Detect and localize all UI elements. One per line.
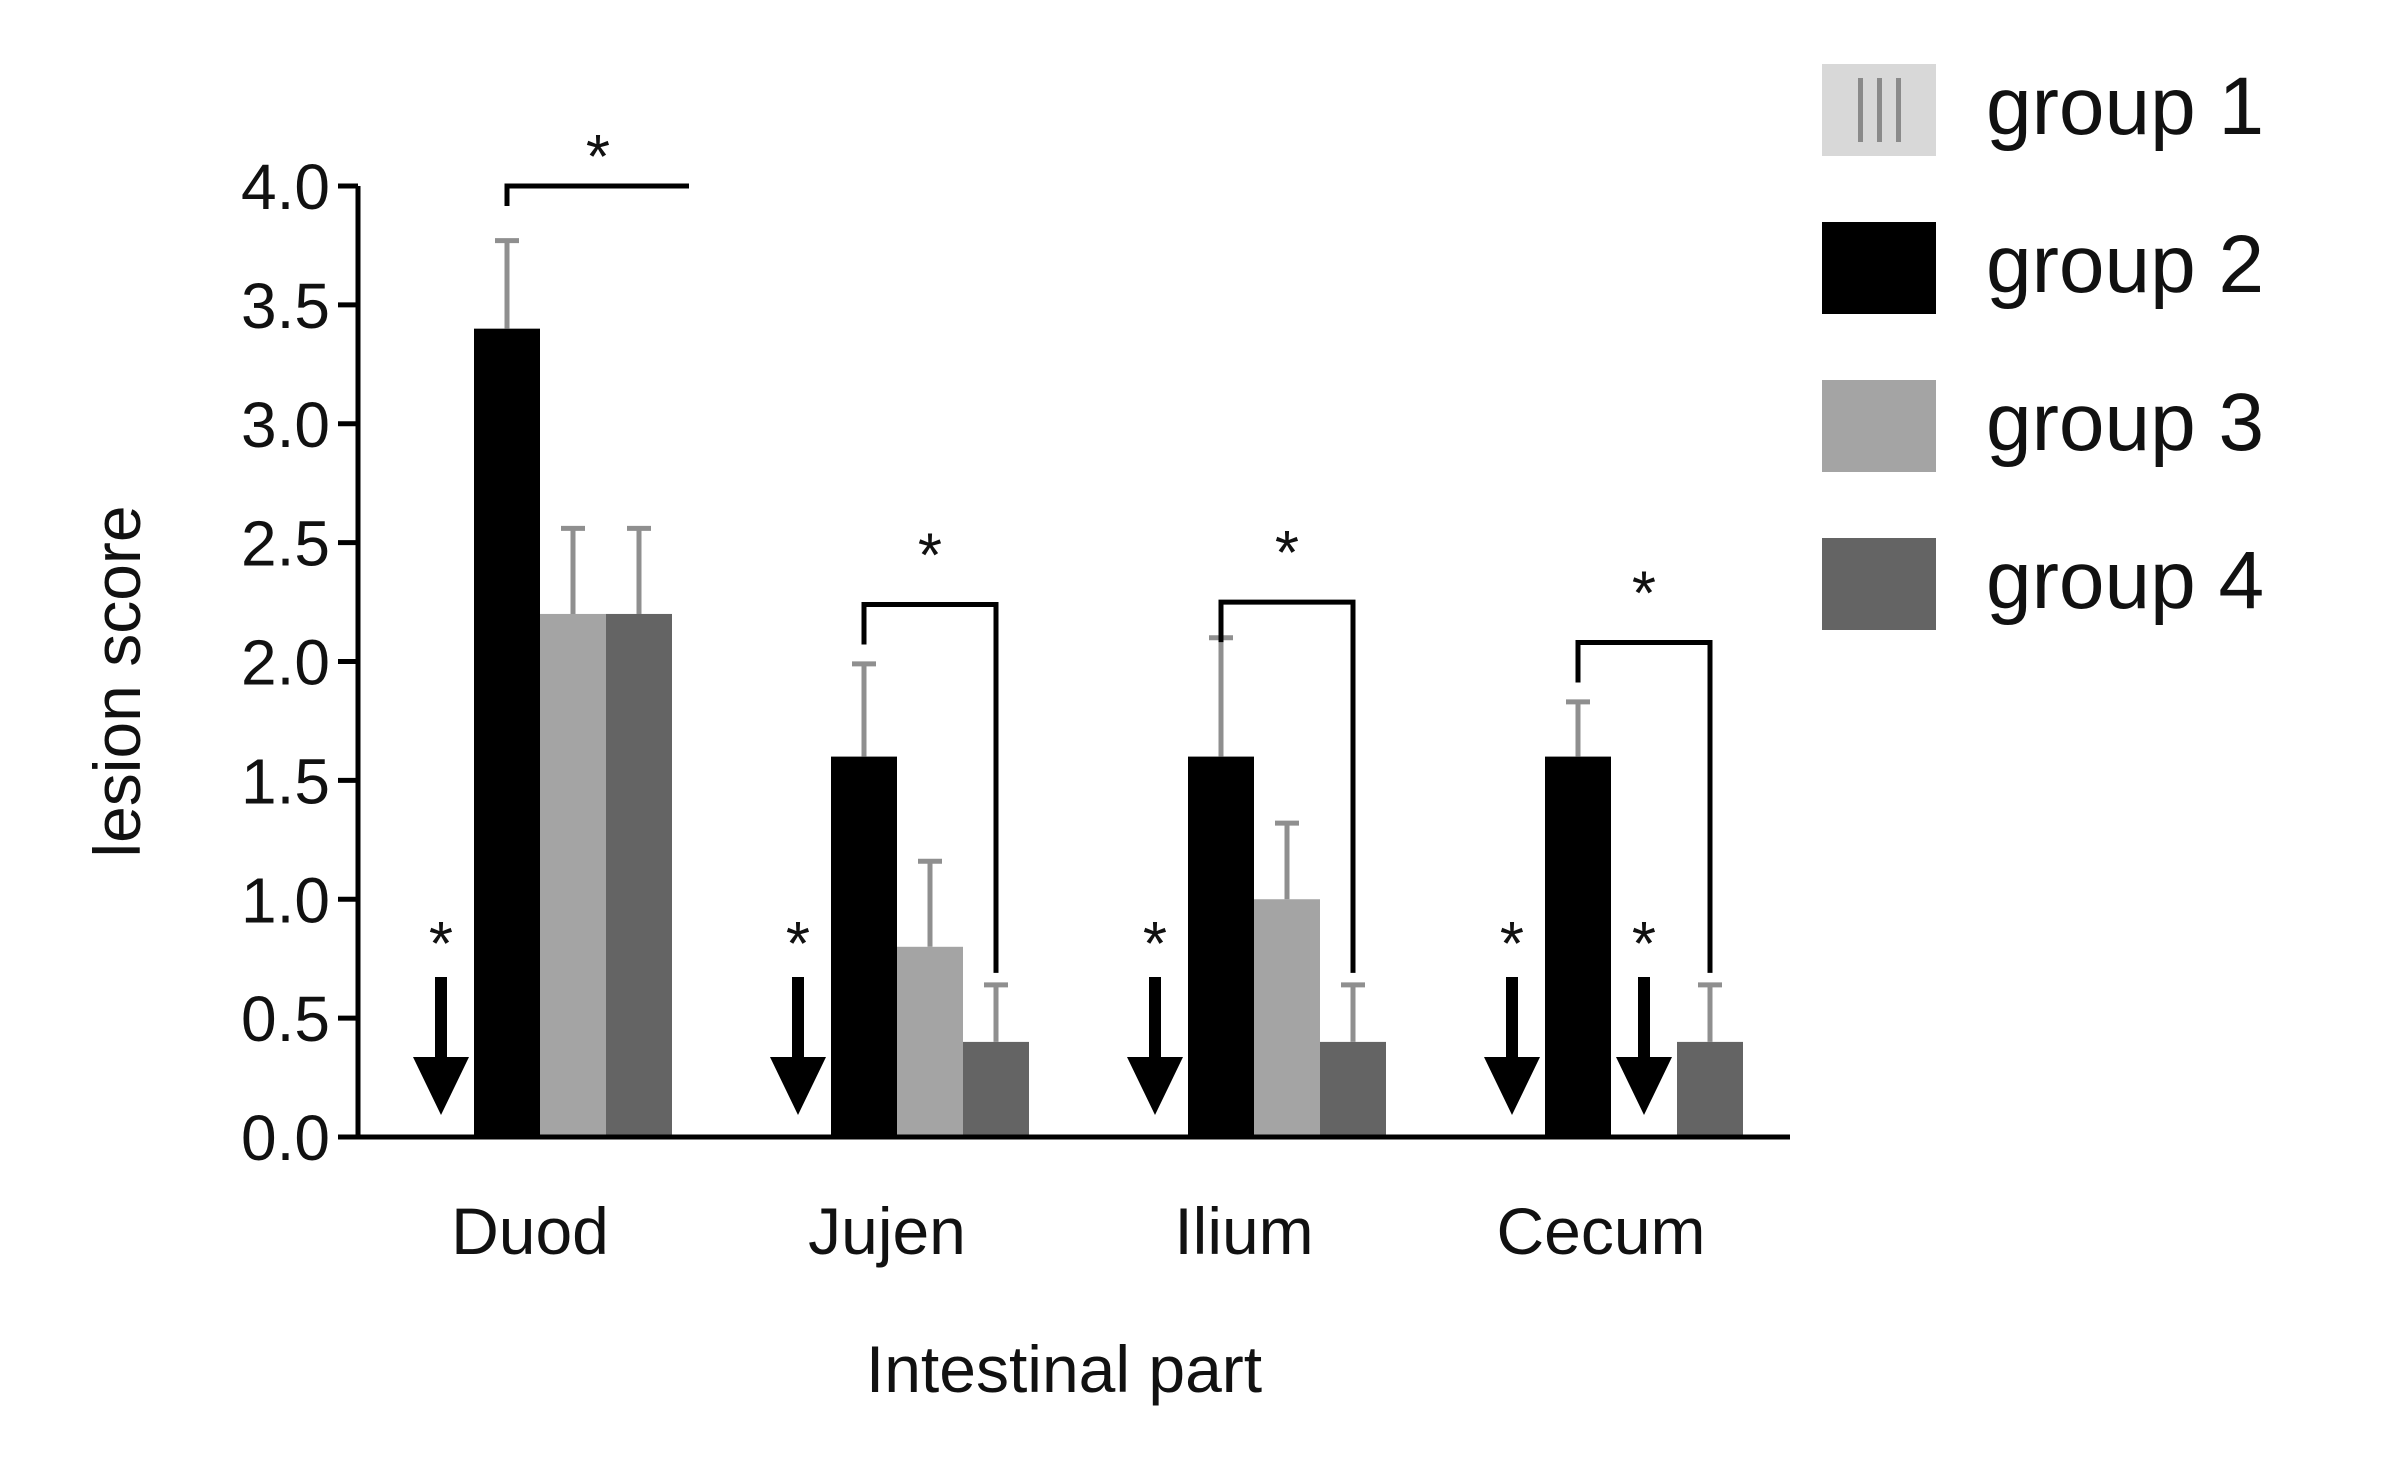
y-tick-label: 3.5	[241, 270, 330, 342]
legend-swatch-stripe	[1858, 78, 1863, 142]
bar	[1545, 756, 1611, 1137]
x-tick-label: Ilium	[1174, 1194, 1313, 1268]
down-arrow-head	[1127, 1057, 1183, 1115]
legend: group 1 group 2 group 3 group 4	[1822, 61, 2264, 630]
down-arrow-shaft	[1638, 977, 1650, 1061]
down-arrow-shaft	[435, 977, 447, 1061]
bar	[1677, 1041, 1743, 1137]
bar	[540, 613, 606, 1137]
y-tick-label: 1.0	[241, 864, 330, 936]
legend-swatch-stripe	[1896, 78, 1901, 142]
significance-bracket	[504, 183, 689, 206]
down-arrow-head	[1616, 1057, 1672, 1115]
y-tick-label: 0.5	[241, 983, 330, 1055]
error-bars-layer	[495, 238, 1722, 1042]
legend-label: group 1	[1986, 61, 2264, 152]
legend-label: group 3	[1986, 377, 2264, 468]
significance-bracket	[1218, 599, 1356, 973]
y-tick-label: 3.0	[241, 389, 330, 461]
x-tick-label: Jujen	[808, 1194, 966, 1268]
annotations-layer: * * * * * * * * *	[413, 123, 1713, 1115]
y-tick-label: 2.5	[241, 508, 330, 580]
arrow-star: *	[429, 910, 453, 979]
legend-swatch	[1822, 380, 1936, 472]
bar	[963, 1041, 1029, 1137]
bar	[606, 613, 672, 1137]
legend-label: group 2	[1986, 219, 2264, 310]
y-tick-label: 0.0	[241, 1102, 330, 1174]
significance-bracket	[861, 601, 999, 973]
bar	[1188, 756, 1254, 1137]
significance-star: *	[1632, 559, 1656, 628]
x-tick-label: Duod	[451, 1194, 609, 1268]
legend-swatch	[1822, 538, 1936, 630]
significance-star: *	[1275, 519, 1299, 588]
down-arrow-head	[770, 1057, 826, 1115]
arrow-star: *	[1632, 910, 1656, 979]
down-arrow-shaft	[1149, 977, 1161, 1061]
legend-swatch-stripe	[1877, 78, 1882, 142]
down-arrow-head	[413, 1057, 469, 1115]
bar	[897, 946, 963, 1137]
legend-label: group 4	[1986, 535, 2264, 626]
bar	[474, 328, 540, 1137]
significance-star: *	[918, 521, 942, 590]
arrow-star: *	[1143, 910, 1167, 979]
down-arrow-shaft	[1506, 977, 1518, 1061]
bar	[1254, 899, 1320, 1137]
arrow-star: *	[1500, 910, 1524, 979]
legend-swatch	[1822, 222, 1936, 314]
down-arrow-shaft	[792, 977, 804, 1061]
x-axis-label: Intestinal part	[866, 1332, 1262, 1406]
significance-star: *	[586, 123, 610, 192]
axes-layer: lesion score Intestinal part 0.0 0.5 1.0 1.…	[80, 151, 1790, 1406]
bar	[1320, 1041, 1386, 1137]
y-tick-label: 4.0	[241, 151, 330, 223]
y-tick-label: 2.0	[241, 627, 330, 699]
y-tick-label: 1.5	[241, 745, 330, 817]
down-arrow-head	[1484, 1057, 1540, 1115]
y-axis-label: lesion score	[80, 505, 154, 857]
bars-layer	[474, 328, 1743, 1137]
x-tick-label: Cecum	[1496, 1194, 1705, 1268]
bar	[831, 756, 897, 1137]
arrow-star: *	[786, 910, 810, 979]
significance-bracket	[1575, 639, 1713, 973]
